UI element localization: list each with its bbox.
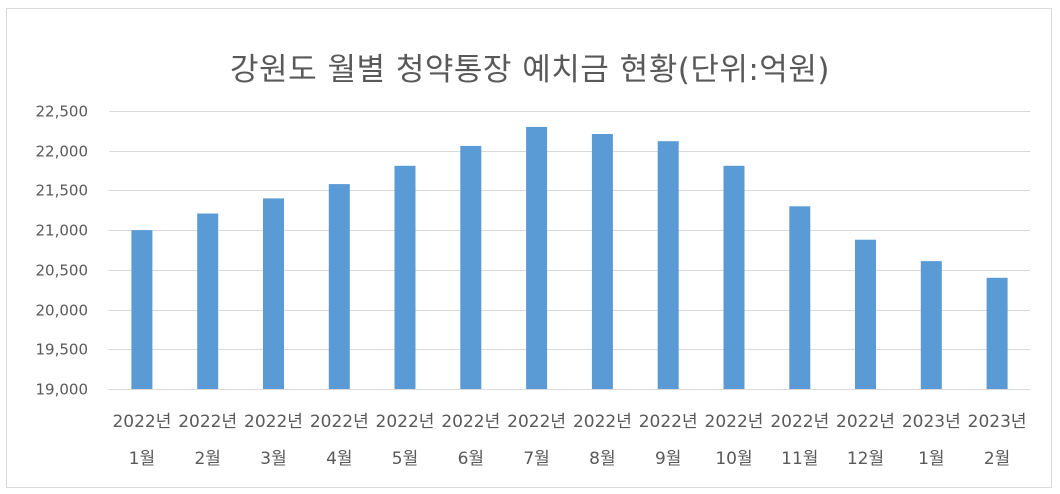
x-tick-label-year: 2022년	[178, 412, 237, 432]
bar	[460, 145, 482, 389]
x-tick-label-month: 12월	[847, 449, 884, 469]
x-tick-label-month: 1월	[129, 449, 155, 469]
y-tick-label: 20,000	[36, 302, 89, 320]
x-tick-label-year: 2022년	[507, 412, 566, 432]
x-tick-label-month: 1월	[918, 449, 944, 469]
x-tick-label-year: 2022년	[639, 412, 698, 432]
bar	[328, 184, 350, 389]
bar	[394, 165, 416, 389]
x-tick-label-month: 2월	[194, 449, 220, 469]
x-tick-label-month: 9월	[655, 449, 681, 469]
bar	[591, 134, 613, 389]
x-tick-label-month: 8월	[589, 449, 615, 469]
x-tick-label-year: 2022년	[705, 412, 764, 432]
bar	[789, 206, 811, 389]
x-tick-label-month: 5월	[392, 449, 418, 469]
x-tick-label-year: 2022년	[441, 412, 500, 432]
bar	[920, 261, 942, 389]
x-tick-label-month: 2월	[984, 449, 1010, 469]
x-tick-label-year: 2022년	[770, 412, 829, 432]
x-tick-label-year: 2022년	[310, 412, 369, 432]
y-tick-label: 19,000	[36, 381, 89, 399]
y-tick-label: 22,000	[36, 143, 89, 161]
y-tick-label: 19,500	[36, 341, 89, 359]
bar	[197, 213, 219, 389]
x-tick-label-month: 3월	[260, 449, 286, 469]
bar	[526, 126, 548, 390]
chart-title: 강원도 월별 청약통장 예치금 현황(단위:억원)	[230, 52, 830, 88]
x-tick-label-month: 7월	[523, 449, 549, 469]
x-tick-label-year: 2022년	[836, 412, 895, 432]
bar	[855, 239, 876, 389]
bar	[131, 230, 153, 389]
y-tick-label: 21,500	[36, 182, 89, 200]
bar	[986, 277, 1008, 389]
x-tick-label-month: 4월	[326, 449, 352, 469]
x-tick-label-year: 2022년	[112, 412, 171, 432]
x-tick-label-year: 2022년	[376, 412, 435, 432]
bar	[723, 165, 745, 389]
x-tick-label-year: 2023년	[902, 412, 961, 432]
x-tick-label-month: 6월	[458, 449, 484, 469]
y-tick-label: 21,000	[36, 222, 89, 240]
y-tick-label: 22,500	[36, 103, 89, 121]
y-tick-label: 20,500	[36, 262, 89, 280]
bar	[263, 198, 284, 389]
bar	[657, 141, 679, 389]
x-tick-label-year: 2022년	[244, 412, 303, 432]
x-tick-label-year: 2023년	[968, 412, 1027, 432]
x-tick-label-year: 2022년	[573, 412, 632, 432]
x-tick-label-month: 11월	[781, 449, 818, 469]
x-tick-label-month: 10월	[715, 449, 752, 469]
